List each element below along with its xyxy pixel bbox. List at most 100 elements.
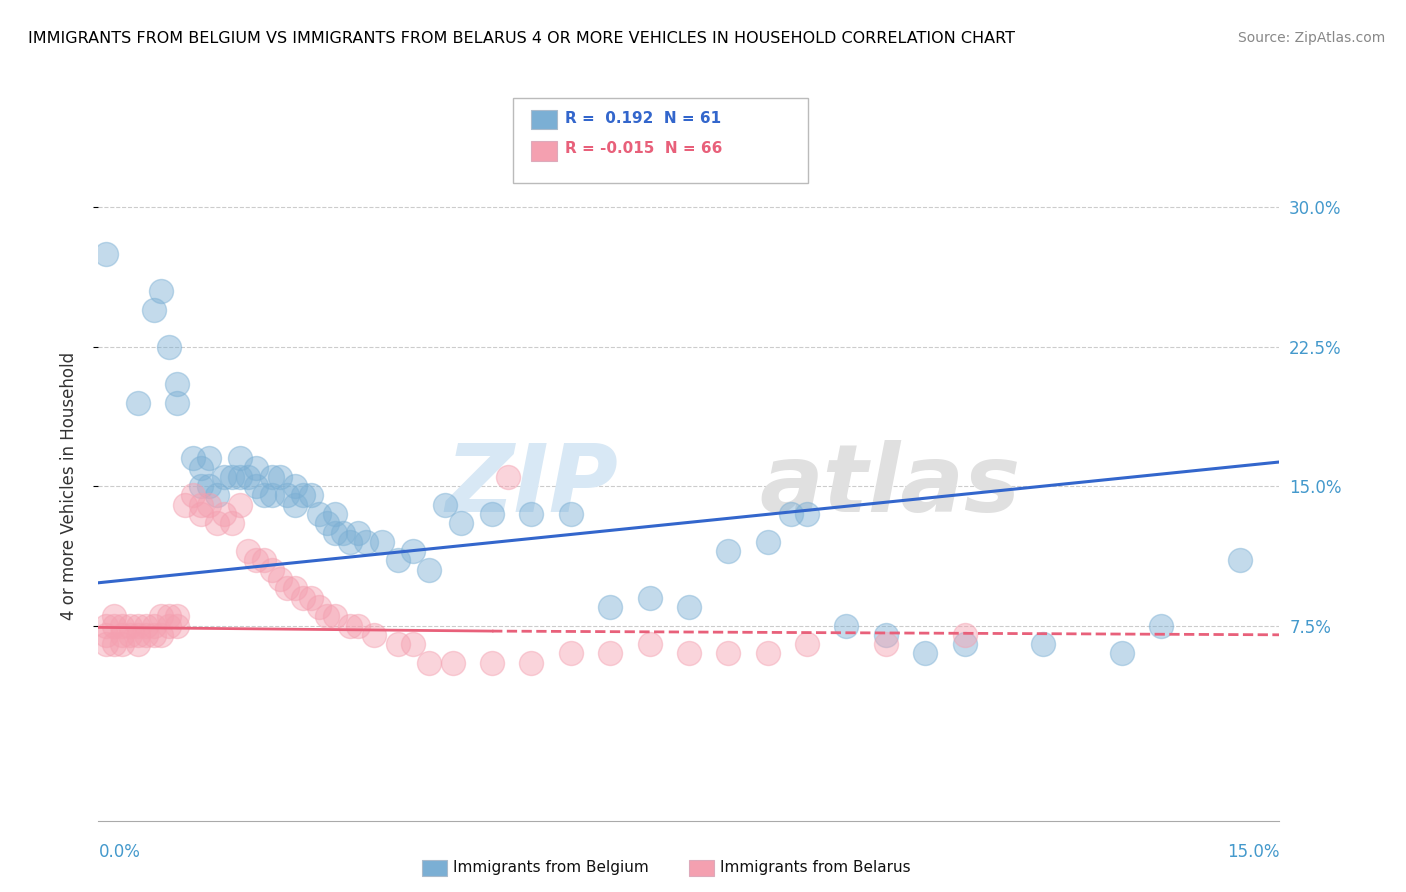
Point bbox=[236, 470, 259, 484]
Text: R = -0.015  N = 66: R = -0.015 N = 66 bbox=[565, 142, 723, 156]
Point bbox=[229, 470, 252, 484]
Point bbox=[347, 618, 370, 632]
Point bbox=[197, 498, 219, 512]
Point bbox=[496, 470, 519, 484]
Point bbox=[315, 609, 337, 624]
Point bbox=[142, 618, 165, 632]
Point bbox=[111, 618, 134, 632]
Point bbox=[560, 646, 582, 660]
Point bbox=[197, 451, 219, 466]
Point bbox=[308, 599, 330, 614]
Point bbox=[387, 637, 409, 651]
Point bbox=[190, 507, 212, 521]
Point bbox=[363, 628, 385, 642]
Point bbox=[332, 525, 354, 540]
Point bbox=[299, 488, 322, 502]
Text: atlas: atlas bbox=[759, 440, 1021, 533]
Point bbox=[717, 544, 740, 558]
Point bbox=[111, 628, 134, 642]
Point bbox=[292, 488, 315, 502]
Point bbox=[150, 609, 173, 624]
Point bbox=[560, 507, 582, 521]
Text: 15.0%: 15.0% bbox=[1227, 843, 1279, 861]
Text: 0.0%: 0.0% bbox=[98, 843, 141, 861]
Point bbox=[229, 498, 252, 512]
Point bbox=[96, 618, 118, 632]
Point bbox=[197, 479, 219, 493]
Point bbox=[157, 618, 180, 632]
Point bbox=[678, 599, 700, 614]
Point bbox=[284, 498, 307, 512]
Point bbox=[174, 498, 197, 512]
Point bbox=[166, 618, 188, 632]
Point bbox=[481, 507, 503, 521]
Point bbox=[308, 507, 330, 521]
Point bbox=[150, 284, 173, 298]
Point bbox=[323, 525, 346, 540]
Point bbox=[269, 470, 291, 484]
Point bbox=[875, 637, 897, 651]
Point bbox=[756, 646, 779, 660]
Point bbox=[520, 507, 543, 521]
Point bbox=[118, 618, 141, 632]
Point bbox=[127, 395, 149, 409]
Point bbox=[717, 646, 740, 660]
Point bbox=[953, 637, 976, 651]
Point bbox=[260, 470, 283, 484]
Point bbox=[780, 507, 803, 521]
Point bbox=[371, 535, 394, 549]
Point bbox=[96, 637, 118, 651]
Point bbox=[402, 544, 425, 558]
Point bbox=[127, 618, 149, 632]
Point bbox=[260, 488, 283, 502]
Point bbox=[103, 637, 125, 651]
Point bbox=[315, 516, 337, 531]
Point bbox=[875, 628, 897, 642]
Point bbox=[205, 488, 228, 502]
Point bbox=[276, 488, 298, 502]
Point bbox=[157, 609, 180, 624]
Point bbox=[245, 460, 267, 475]
Point bbox=[111, 637, 134, 651]
Point bbox=[347, 525, 370, 540]
Point bbox=[1111, 646, 1133, 660]
Point bbox=[135, 628, 157, 642]
Point bbox=[236, 544, 259, 558]
Point bbox=[292, 591, 315, 605]
Point bbox=[450, 516, 472, 531]
Point bbox=[214, 507, 236, 521]
Point bbox=[150, 628, 173, 642]
Point bbox=[135, 618, 157, 632]
Point bbox=[103, 618, 125, 632]
Y-axis label: 4 or more Vehicles in Household: 4 or more Vehicles in Household bbox=[59, 352, 77, 620]
Point bbox=[103, 609, 125, 624]
Point bbox=[229, 451, 252, 466]
Point bbox=[323, 609, 346, 624]
Point bbox=[260, 563, 283, 577]
Point bbox=[96, 628, 118, 642]
Point bbox=[221, 470, 243, 484]
Point bbox=[402, 637, 425, 651]
Point bbox=[418, 656, 440, 670]
Point bbox=[142, 628, 165, 642]
Text: ZIP: ZIP bbox=[446, 440, 619, 533]
Point bbox=[678, 646, 700, 660]
Point bbox=[299, 591, 322, 605]
Point bbox=[953, 628, 976, 642]
Point bbox=[1229, 553, 1251, 567]
Point bbox=[284, 479, 307, 493]
Point bbox=[253, 553, 276, 567]
Point bbox=[599, 646, 621, 660]
Point bbox=[190, 479, 212, 493]
Point bbox=[190, 460, 212, 475]
Point bbox=[269, 572, 291, 586]
Point bbox=[433, 498, 456, 512]
Text: Immigrants from Belarus: Immigrants from Belarus bbox=[720, 860, 911, 874]
Point bbox=[418, 563, 440, 577]
Text: IMMIGRANTS FROM BELGIUM VS IMMIGRANTS FROM BELARUS 4 OR MORE VEHICLES IN HOUSEHO: IMMIGRANTS FROM BELGIUM VS IMMIGRANTS FR… bbox=[28, 31, 1015, 46]
Point bbox=[245, 553, 267, 567]
Point bbox=[481, 656, 503, 670]
Point bbox=[387, 553, 409, 567]
Point bbox=[157, 340, 180, 354]
Point bbox=[118, 628, 141, 642]
